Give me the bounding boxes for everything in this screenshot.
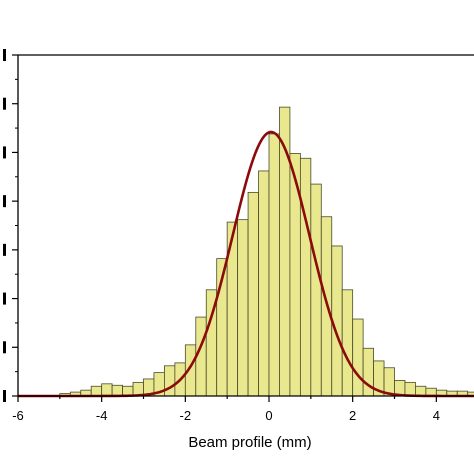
x-tick-label: -6 xyxy=(12,408,24,423)
y-tick-label-clipped xyxy=(3,49,6,61)
histogram-bar xyxy=(237,219,249,397)
x-tick-label: 2 xyxy=(349,408,356,423)
histogram-bar xyxy=(299,157,312,397)
x-tick-label: 4 xyxy=(433,408,440,423)
histogram-bar xyxy=(268,133,280,397)
y-tick-label-clipped xyxy=(3,195,6,208)
histogram-bar xyxy=(164,365,176,397)
histogram-bar xyxy=(258,170,270,397)
y-axis-ticks xyxy=(3,49,18,402)
x-tick-label: -2 xyxy=(180,408,192,423)
y-tick-label-clipped xyxy=(3,341,6,354)
x-tick-label: -4 xyxy=(96,408,108,423)
histogram-bar xyxy=(111,384,123,397)
x-axis-label: Beam profile (mm) xyxy=(188,434,311,451)
x-tick-label: 0 xyxy=(265,408,272,423)
histogram-bar xyxy=(352,318,364,397)
histogram-bar xyxy=(247,191,259,397)
y-tick-label-clipped xyxy=(3,292,6,305)
y-tick-label-clipped xyxy=(3,146,6,159)
histogram-bar xyxy=(90,385,103,397)
y-tick-label-clipped xyxy=(3,390,6,402)
histogram-bar xyxy=(310,183,322,397)
y-tick-label-clipped xyxy=(3,243,6,256)
x-axis-ticks: -6 -4 -2 0 2 4 xyxy=(12,396,440,423)
histogram-bar xyxy=(341,289,354,397)
y-tick-label-clipped xyxy=(3,97,6,110)
histogram-bars xyxy=(59,106,474,397)
histogram-bar xyxy=(404,381,416,397)
histogram-bar xyxy=(101,383,113,397)
